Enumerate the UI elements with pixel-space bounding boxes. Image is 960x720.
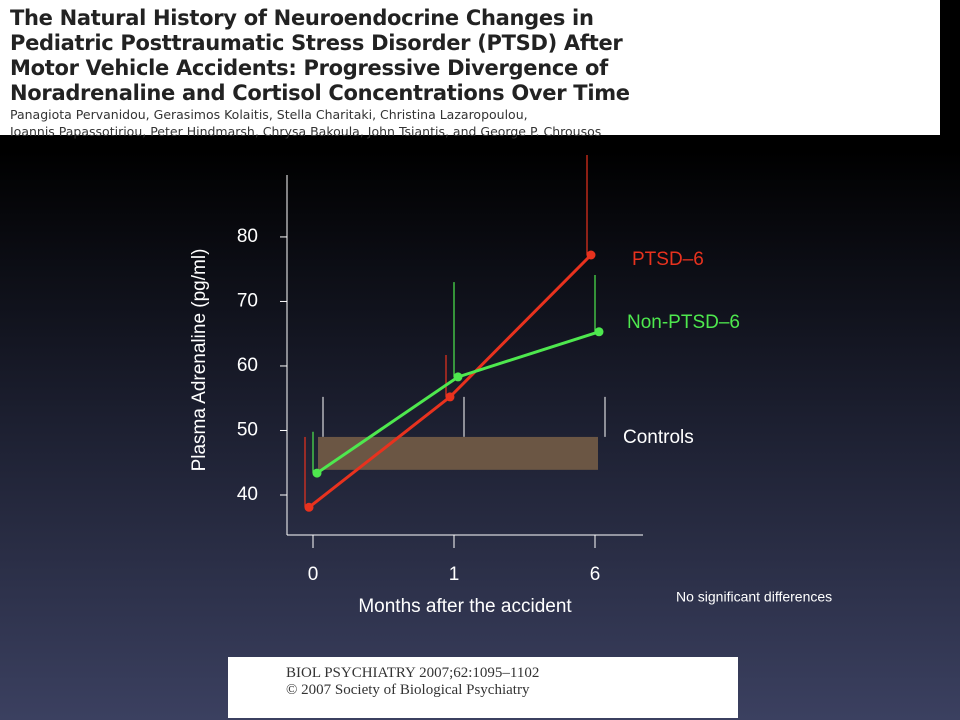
- paper-header: The Natural History of Neuroendocrine Ch…: [0, 0, 940, 139]
- point: [594, 327, 604, 337]
- title-line: Noradrenaline and Cortisol Concentration…: [10, 81, 630, 105]
- y-tick-label: 80: [237, 226, 258, 247]
- authors-line: Ioannis Papassotiriou, Peter Hindmarsh, …: [10, 124, 602, 139]
- x-axis-title: Months after the accident: [358, 596, 572, 617]
- citation: BIOL PSYCHIATRY 2007;62:1095–1102 © 2007…: [228, 657, 738, 718]
- series-label: PTSD–6: [632, 249, 704, 270]
- controls-label: Controls: [623, 427, 694, 448]
- y-tick-label: 50: [237, 419, 258, 440]
- point: [312, 468, 322, 478]
- x-tick-label: 1: [449, 564, 460, 585]
- title-line: Pediatric Posttraumatic Stress Disorder …: [10, 31, 623, 55]
- y-axis-title: Plasma Adrenaline (pg/ml): [189, 249, 210, 472]
- point: [586, 250, 596, 260]
- controls-band: [318, 436, 598, 470]
- authors-line: Panagiota Pervanidou, Gerasimos Kolaitis…: [10, 107, 528, 122]
- series-label: Non-PTSD–6: [627, 312, 740, 333]
- x-tick-label: 0: [308, 564, 319, 585]
- title-line: The Natural History of Neuroendocrine Ch…: [10, 6, 594, 30]
- note: No significant differences: [676, 589, 832, 605]
- y-tick-label: 40: [237, 484, 258, 505]
- y-tick-label: 60: [237, 355, 258, 376]
- citation-line: © 2007 Society of Biological Psychiatry: [286, 682, 530, 698]
- x-tick-label: 6: [590, 564, 601, 585]
- y-tick-label: 70: [237, 290, 258, 311]
- citation-line: BIOL PSYCHIATRY 2007;62:1095–1102: [286, 665, 540, 681]
- point: [445, 392, 455, 402]
- point: [304, 502, 314, 512]
- point: [453, 372, 463, 382]
- title-line: Motor Vehicle Accidents: Progressive Div…: [10, 56, 608, 80]
